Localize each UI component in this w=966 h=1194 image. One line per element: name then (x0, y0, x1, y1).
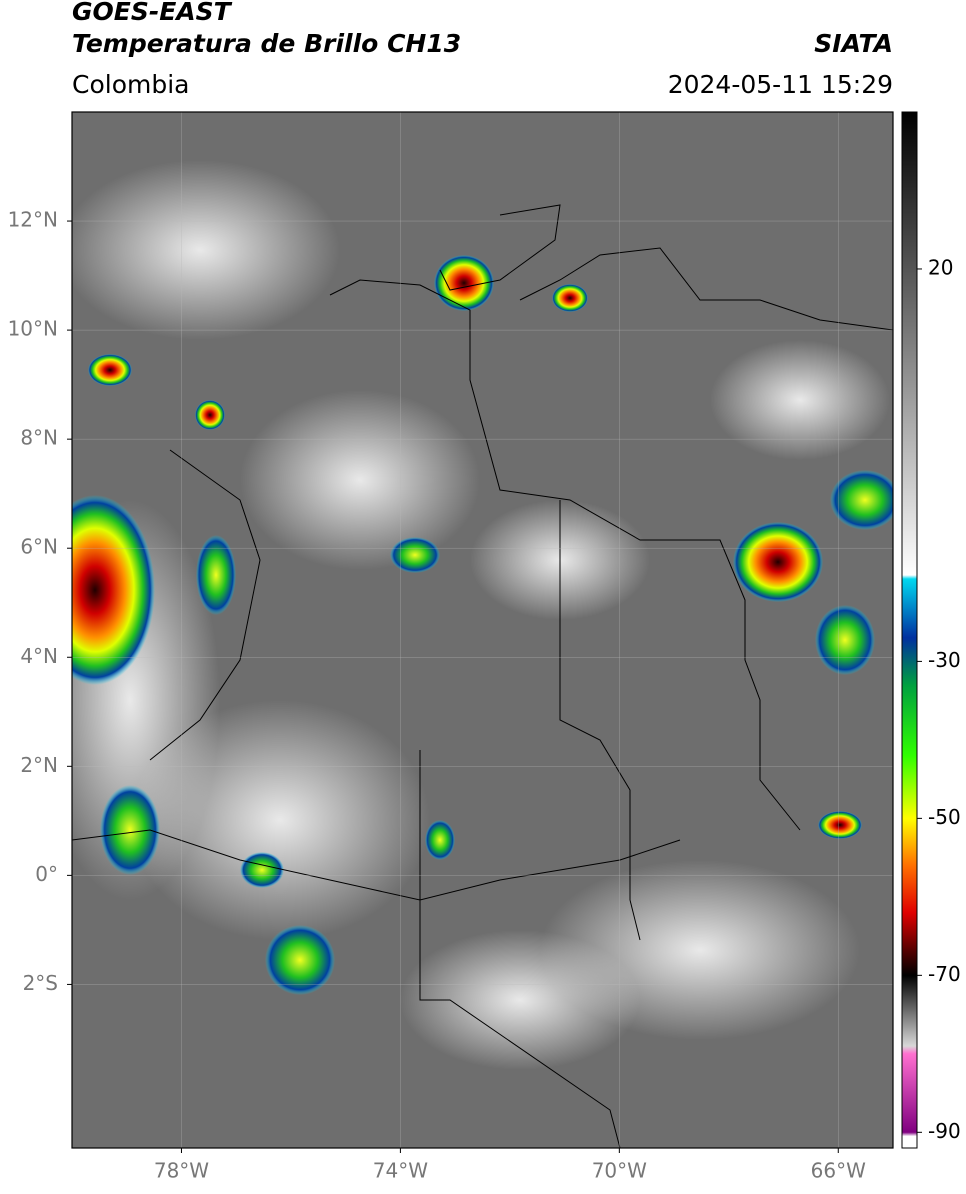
title: GOES-EAST (72, 0, 233, 26)
lon-tick-label: 74°W (373, 1159, 428, 1183)
map-frame (71, 111, 894, 1149)
lat-tick-label: 2°N (20, 753, 58, 777)
lat-tick-label: 8°N (20, 426, 58, 450)
lon-tick-label: 70°W (592, 1159, 647, 1183)
colorbar-tick-label: 20 (928, 255, 953, 279)
lat-tick-label: 0° (35, 862, 58, 886)
lat-tick-label: 6°N (20, 535, 58, 559)
lat-tick-label: 2°S (23, 971, 58, 995)
colorbar-tick-label: -50 (928, 805, 961, 829)
graticule (72, 112, 893, 1148)
subtitle: Temperatura de Brillo CH13 (72, 29, 461, 58)
lat-tick-label: 4°N (20, 644, 58, 668)
lon-tick-label: 78°W (154, 1159, 209, 1183)
satellite-image (72, 112, 893, 1148)
lon-tick-label: 66°W (811, 1159, 866, 1183)
colorbar (901, 111, 918, 1149)
colorbar-tick-label: -30 (928, 648, 961, 672)
lat-tick-label: 10°N (8, 317, 58, 341)
colorbar-tick-label: -90 (928, 1119, 961, 1143)
lat-tick-label: 12°N (8, 208, 58, 232)
colorbar-tick-label: -70 (928, 962, 961, 986)
datetime: 2024-05-11 15:29 (668, 70, 893, 99)
source: SIATA (814, 29, 893, 58)
region: Colombia (72, 70, 189, 99)
